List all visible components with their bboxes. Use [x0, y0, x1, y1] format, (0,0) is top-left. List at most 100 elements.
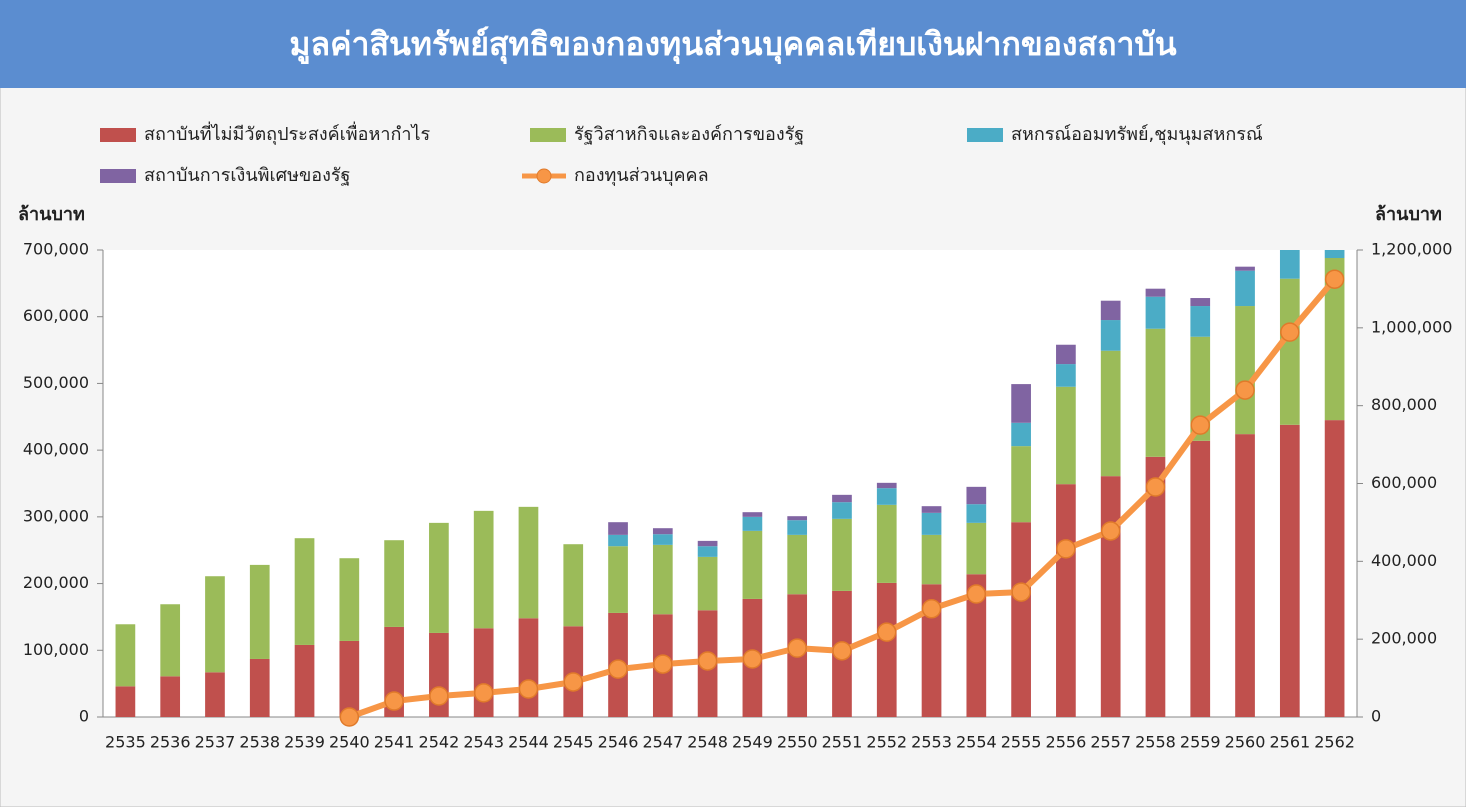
bar-segment	[652, 534, 673, 545]
y-tick-label: 0	[79, 707, 89, 726]
bar-segment	[1190, 336, 1211, 441]
line-marker	[473, 683, 494, 703]
bar-segment	[563, 544, 584, 627]
bar-segment	[205, 672, 225, 717]
bar-segment	[652, 528, 673, 535]
bar-segment	[1100, 476, 1121, 717]
bar-segment	[1190, 306, 1211, 337]
bar-segment	[205, 576, 225, 673]
bar-segment	[787, 534, 808, 595]
bar-segment	[966, 574, 987, 717]
x-tick-label: 2547	[642, 733, 683, 752]
legend-label: รัฐวิสาหกิจและองค์การของรัฐ	[574, 124, 804, 145]
y2-tick-label: 200,000	[1371, 629, 1437, 648]
chart-title: มูลค่าสินทรัพย์สุทธิของกองทุนส่วนบุคคลเท…	[289, 25, 1176, 65]
y-tick-label: 600,000	[23, 306, 89, 325]
bar-segment	[921, 584, 942, 717]
x-tick-label: 2548	[687, 733, 728, 752]
line-marker	[1011, 582, 1031, 602]
y-tick-label: 400,000	[23, 440, 89, 459]
bar-segment	[1145, 288, 1166, 297]
x-tick-label: 2541	[374, 733, 415, 752]
bar-segment	[1056, 484, 1076, 717]
y2-tick-label: 1,200,000	[1371, 240, 1452, 259]
bar-segment	[966, 486, 987, 505]
bar-segment	[1145, 296, 1166, 329]
line-marker	[966, 584, 987, 604]
bar-segment	[294, 644, 315, 717]
bar-segment	[1011, 422, 1031, 447]
x-tick-label: 2544	[508, 733, 549, 752]
bar-segment	[518, 506, 539, 619]
bar-segment	[832, 494, 852, 503]
bar-segment	[1145, 328, 1166, 457]
x-tick-label: 2549	[732, 733, 773, 752]
title-bar	[0, 0, 1466, 88]
bar-segment	[876, 482, 897, 489]
bar-segment	[1100, 300, 1121, 321]
x-tick-label: 2557	[1090, 733, 1131, 752]
bar-segment	[1190, 440, 1211, 717]
bar-segment	[115, 686, 136, 717]
line-marker	[518, 679, 539, 699]
bar-segment	[1056, 344, 1076, 365]
legend-label: สหกรณ์ออมทรัพย์,ชุมนุมสหกรณ์	[1011, 124, 1263, 145]
line-marker	[877, 622, 897, 642]
legend-swatch	[967, 128, 1003, 142]
x-tick-label: 2545	[553, 733, 594, 752]
line-marker	[697, 651, 718, 671]
x-tick-label: 2562	[1314, 733, 1355, 752]
y-axis-label: ล้านบาท	[18, 204, 85, 225]
x-tick-label: 2556	[1046, 733, 1087, 752]
bar-segment	[832, 502, 852, 519]
x-tick-label: 2555	[1001, 733, 1042, 752]
bar-segment	[1100, 320, 1121, 351]
bar-segment	[876, 582, 897, 717]
bar-segment	[115, 624, 136, 687]
bar-segment	[608, 534, 628, 547]
legend-swatch	[100, 169, 136, 183]
legend-label: สถาบันการเงินพิเศษของรัฐ	[144, 165, 350, 186]
x-tick-label: 2550	[777, 733, 818, 752]
bar-segment	[742, 516, 763, 531]
y-tick-label: 300,000	[23, 506, 89, 525]
line-marker	[742, 649, 763, 669]
line-marker	[1324, 269, 1345, 289]
bar-segment	[921, 534, 942, 585]
y2-axis-label: ล้านบาท	[1375, 204, 1442, 225]
line-marker	[384, 691, 404, 711]
bar-segment	[384, 540, 404, 627]
bar-segment	[1145, 456, 1166, 717]
line-marker	[1280, 322, 1300, 342]
bar-segment	[697, 556, 718, 611]
bar-segment	[1235, 266, 1255, 271]
y-tick-label: 500,000	[23, 373, 89, 392]
plot-area	[103, 250, 1357, 717]
bar-segment	[832, 518, 852, 591]
x-tick-label: 2561	[1269, 733, 1310, 752]
bar-segment	[921, 506, 942, 513]
bar-segment	[608, 546, 628, 613]
bar-segment	[966, 504, 987, 523]
legend-swatch	[530, 128, 566, 142]
legend-label: กองทุนส่วนบุคคล	[574, 165, 709, 186]
bar-segment	[1011, 384, 1031, 423]
bar-segment	[787, 516, 808, 521]
line-marker	[1235, 380, 1255, 400]
x-tick-label: 2542	[419, 733, 460, 752]
bar-segment	[876, 504, 897, 583]
bar-segment	[921, 512, 942, 535]
bar-segment	[1279, 424, 1300, 717]
bar-segment	[339, 640, 360, 717]
x-tick-label: 2554	[956, 733, 997, 752]
bar-segment	[1279, 278, 1300, 425]
x-tick-label: 2559	[1180, 733, 1221, 752]
y-tick-label: 100,000	[23, 640, 89, 659]
bar-segment	[1011, 522, 1031, 717]
bar-segment	[1279, 250, 1300, 279]
y2-tick-label: 800,000	[1371, 395, 1437, 414]
bar-segment	[249, 564, 270, 659]
bar-segment	[429, 522, 449, 633]
bar-segment	[1324, 250, 1345, 259]
bar-segment	[160, 604, 181, 677]
